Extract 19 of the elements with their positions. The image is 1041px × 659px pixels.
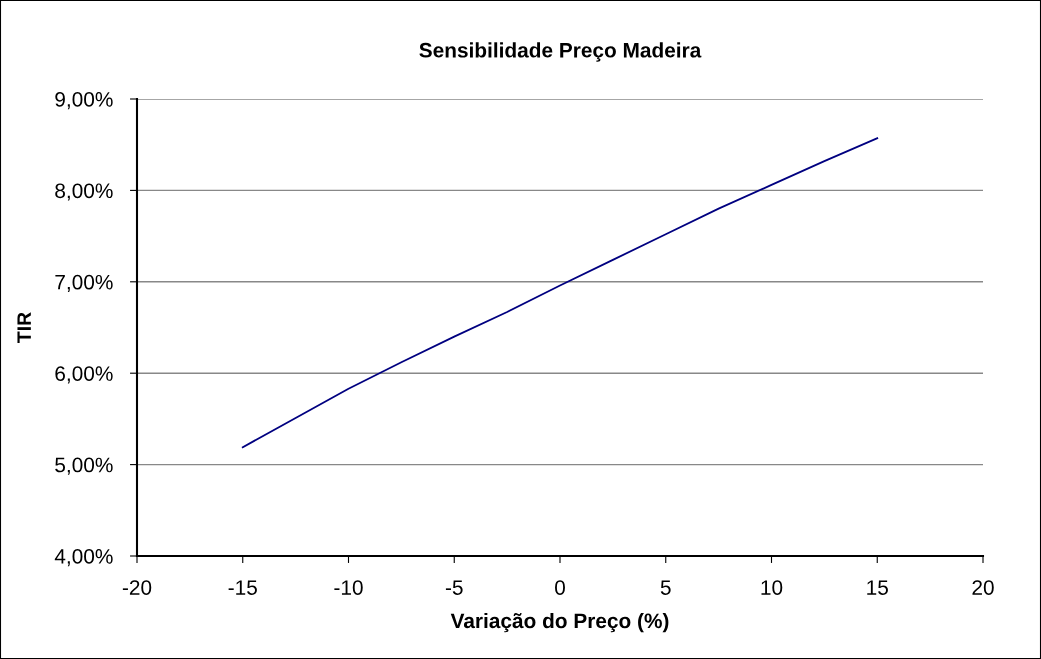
x-tick-label: -10 — [334, 580, 363, 595]
x-tick-label: -5 — [445, 580, 463, 595]
x-tick-label: -15 — [228, 580, 257, 595]
chart-title: Sensibilidade Preço Madeira — [419, 42, 702, 62]
y-tick-label: 7,00% — [55, 274, 113, 293]
x-tick-label: 5 — [660, 580, 671, 595]
y-tick-label: 5,00% — [55, 457, 113, 475]
x-tick-label: -20 — [122, 580, 152, 595]
y-tick-label: 9,00% — [55, 92, 113, 110]
y-tick-label: 8,00% — [55, 183, 113, 201]
y-tick-label: 4,00% — [54, 549, 113, 567]
x-tick-label: 0 — [555, 580, 565, 595]
x-axis-title: Variação do Preço (%) — [450, 612, 669, 633]
x-tick-label: 20 — [972, 580, 994, 595]
x-tick-label: 15 — [867, 580, 888, 595]
x-tick-label: 10 — [761, 580, 783, 595]
y-tick-label: 6,00% — [55, 366, 113, 384]
line-series — [241, 137, 879, 449]
y-axis-title: TIR — [17, 312, 31, 343]
